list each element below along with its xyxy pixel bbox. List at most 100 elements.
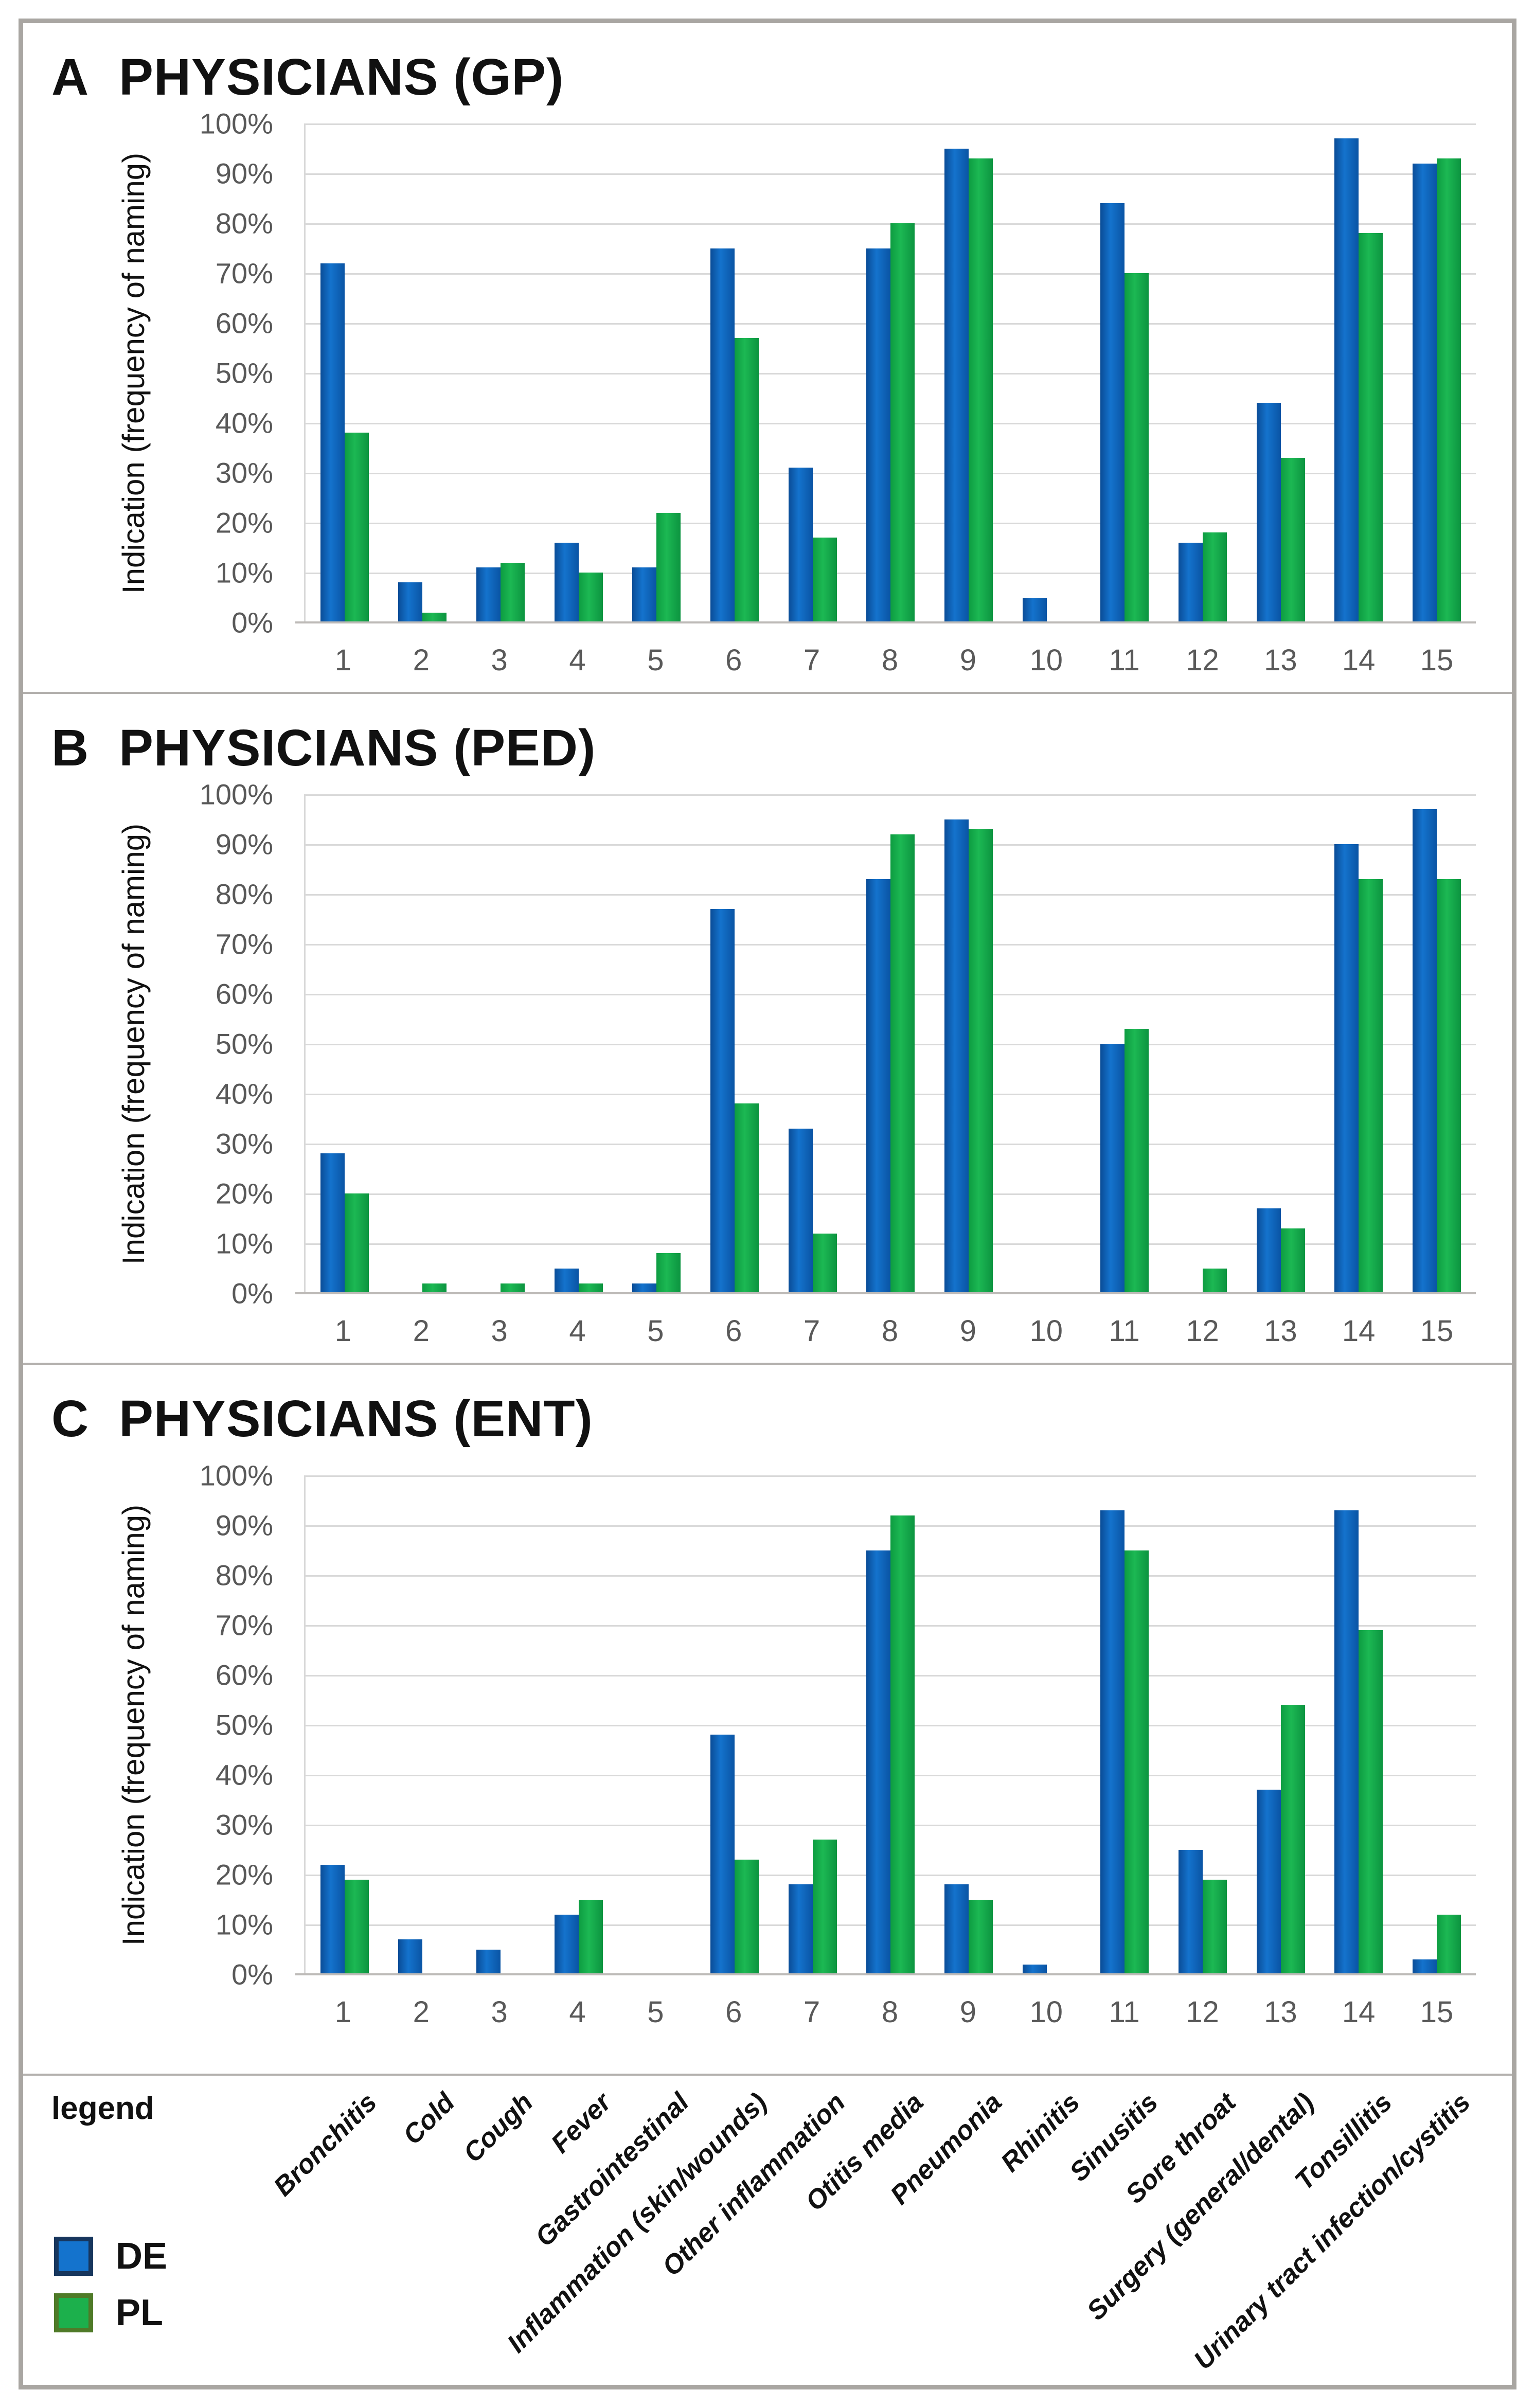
bar-de-10 <box>1022 1964 1047 1974</box>
bar-de-5 <box>632 567 657 622</box>
x-tick: 3 <box>491 644 508 677</box>
bar-pl-8 <box>890 834 915 1293</box>
bar-pl-9 <box>969 158 993 622</box>
legend-entry-label: DE <box>116 2236 168 2277</box>
legend-entry-pl: PL <box>54 2292 163 2334</box>
bar-group-1 <box>306 123 384 622</box>
bar-pl-14 <box>1359 1630 1383 1974</box>
x-tick: 6 <box>725 1995 742 2029</box>
bar-pl-6 <box>735 338 759 622</box>
bar-de-4 <box>554 542 579 622</box>
bar-group-14 <box>1320 1475 1398 1974</box>
bar-de-13 <box>1256 1790 1281 1974</box>
bar-group-7 <box>774 123 852 622</box>
y-tick: 100% <box>199 778 273 811</box>
category-label: Cold <box>398 2087 461 2151</box>
bar-group-2 <box>384 794 462 1293</box>
bar-group-5 <box>618 123 696 622</box>
bar-de-7 <box>788 468 813 622</box>
x-tick: 9 <box>959 1995 976 2029</box>
bar-group-8 <box>852 794 930 1293</box>
y-tick: 40% <box>215 1077 273 1110</box>
x-tick: 15 <box>1420 1995 1454 2029</box>
bar-pl-5 <box>656 1253 681 1293</box>
legend-entry-de: DE <box>54 2235 167 2277</box>
legend-section: legend Bronchitis Cold Cough Fever Gastrointe… <box>23 2076 1512 2390</box>
bar-de-1 <box>320 1153 345 1293</box>
x-tick: 11 <box>1109 644 1140 677</box>
bar-pl-11 <box>1125 1028 1149 1293</box>
y-tick: 10% <box>215 556 273 589</box>
bar-pl-9 <box>969 829 993 1293</box>
bar-group-8 <box>852 1475 930 1974</box>
x-tick: 7 <box>803 1314 820 1348</box>
bar-pl-15 <box>1437 1914 1461 1974</box>
bar-group-11 <box>1086 794 1164 1293</box>
bar-de-13 <box>1256 1208 1281 1293</box>
y-tick: 90% <box>215 1509 273 1542</box>
bar-group-9 <box>930 1475 1008 1974</box>
bar-de-9 <box>944 819 969 1293</box>
bar-de-3 <box>476 1949 501 1974</box>
bar-group-10 <box>1008 794 1086 1293</box>
gridline <box>306 1475 1476 1477</box>
bar-de-6 <box>710 1735 735 1974</box>
x-tick: 8 <box>881 644 899 677</box>
bar-pl-13 <box>1280 1228 1305 1293</box>
x-tick: 8 <box>881 1314 899 1348</box>
bar-group-3 <box>461 794 540 1293</box>
category-label: Fever <box>545 2087 617 2159</box>
bar-group-7 <box>774 1475 852 1974</box>
y-tick: 10% <box>215 1908 273 1941</box>
bar-group-12 <box>1164 1475 1242 1974</box>
bar-pl-1 <box>344 433 369 622</box>
bar-group-15 <box>1398 123 1476 622</box>
bar-de-11 <box>1100 1044 1125 1293</box>
bar-group-12 <box>1164 794 1242 1293</box>
x-tick: 12 <box>1186 1314 1219 1348</box>
bar-group-10 <box>1008 123 1086 622</box>
bar-de-12 <box>1179 542 1203 622</box>
bar-group-11 <box>1086 1475 1164 1974</box>
x-tick: 10 <box>1029 644 1063 677</box>
y-tick: 70% <box>215 257 273 290</box>
y-tick: 70% <box>215 1609 273 1642</box>
bar-de-4 <box>554 1268 579 1293</box>
x-tick: 13 <box>1264 1995 1297 2029</box>
bar-de-14 <box>1334 1510 1359 1974</box>
x-tick: 3 <box>491 1995 508 2029</box>
y-tick: 20% <box>215 1858 273 1891</box>
y-tick: 100% <box>199 107 273 140</box>
bar-pl-12 <box>1203 532 1227 622</box>
panel-c: C PHYSICIANS (ENT) Indication (frequency o… <box>23 1365 1512 2076</box>
bar-group-13 <box>1242 1475 1320 1974</box>
bar-de-8 <box>866 879 891 1293</box>
y-tick: 50% <box>215 1027 273 1060</box>
y-tick: 20% <box>215 506 273 539</box>
y-tick: 30% <box>215 1808 273 1841</box>
bar-group-3 <box>461 123 540 622</box>
x-tick: 9 <box>959 644 976 677</box>
x-tick: 7 <box>803 644 820 677</box>
x-tick: 12 <box>1186 1995 1219 2029</box>
category-label: Cough <box>458 2087 539 2169</box>
y-tick: 0% <box>231 606 273 639</box>
x-tick: 11 <box>1109 1995 1140 2029</box>
y-tick: 50% <box>215 356 273 389</box>
bar-group-14 <box>1320 794 1398 1293</box>
x-tick: 11 <box>1109 1314 1140 1348</box>
y-axis-ticks: 100% 90% 80% 70% 60% 50% 40% 30% 20% 10% 0% <box>23 1459 273 1991</box>
bar-group-4 <box>540 794 618 1293</box>
bar-group-12 <box>1164 123 1242 622</box>
bar-de-5 <box>632 1283 657 1293</box>
bar-group-9 <box>930 123 1008 622</box>
x-tick: 15 <box>1420 644 1454 677</box>
x-tick: 14 <box>1342 1314 1376 1348</box>
x-tick: 5 <box>647 644 664 677</box>
bar-group-13 <box>1242 123 1320 622</box>
bar-pl-12 <box>1203 1879 1227 1974</box>
bar-group-2 <box>384 123 462 622</box>
x-tick: 9 <box>959 1314 976 1348</box>
y-tick: 20% <box>215 1177 273 1210</box>
bar-group-1 <box>306 1475 384 1974</box>
